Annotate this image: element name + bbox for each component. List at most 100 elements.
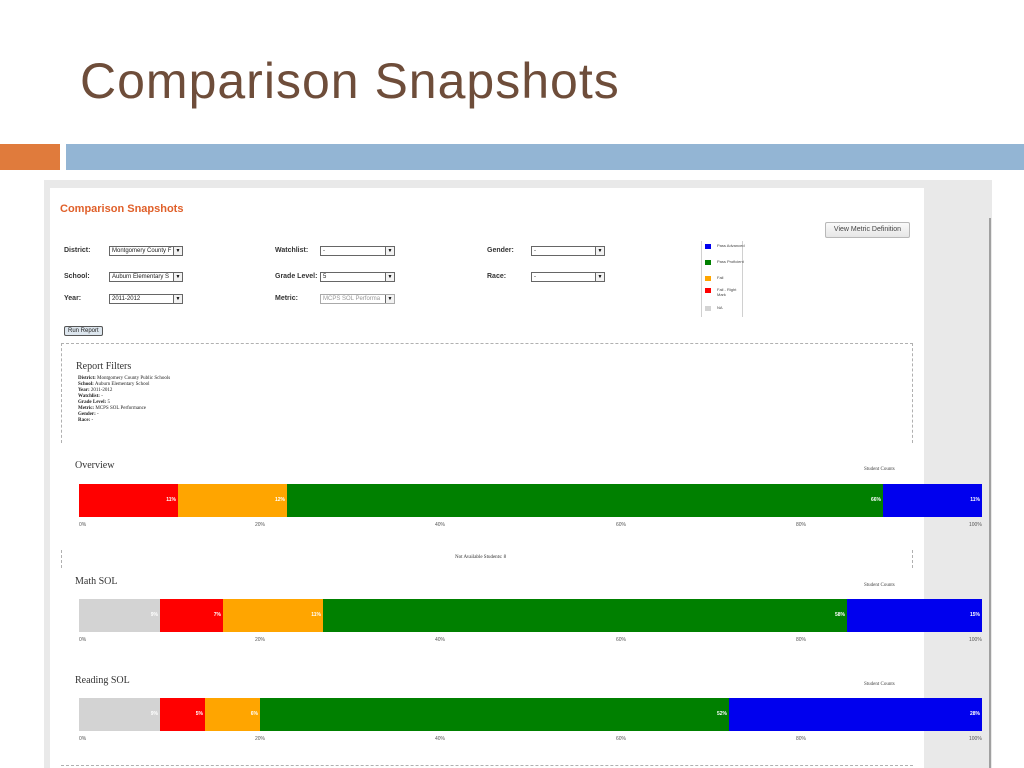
- app-heading: Comparison Snapshots: [60, 203, 184, 215]
- metric-select[interactable]: MCPS SOL Performa ▼: [320, 294, 395, 304]
- axis-tick-label: 100%: [969, 637, 982, 643]
- chevron-down-icon: ▼: [385, 295, 394, 303]
- chevron-down-icon: ▼: [173, 273, 182, 281]
- legend-label: Fail: [717, 275, 724, 280]
- district-value: Montgomery County F: [112, 248, 172, 254]
- bar-segment-label: 28%: [969, 711, 980, 717]
- view-metric-definition-button[interactable]: View Metric Definition: [825, 222, 910, 238]
- bar-segment-pass-proficient: 52%: [260, 698, 729, 731]
- chevron-down-icon: ▼: [385, 247, 394, 255]
- legend-swatch: [705, 276, 711, 281]
- run-report-button[interactable]: Run Report: [64, 326, 103, 336]
- chevron-down-icon: ▼: [385, 273, 394, 281]
- school-select[interactable]: Auburn Elementary S ▼: [109, 272, 183, 282]
- bar-segment-fail-right-mark: 11%: [79, 484, 178, 517]
- report-filters-title: Report Filters: [76, 361, 132, 372]
- bar-segment-fail-right-mark: 7%: [160, 599, 223, 632]
- gender-select[interactable]: - ▼: [531, 246, 605, 256]
- metric-value: MCPS SOL Performa: [323, 296, 381, 302]
- grade-level-value: 5: [323, 274, 327, 280]
- bar-segment-label: 52%: [716, 711, 727, 717]
- bar-segment-pass-advanced: 28%: [729, 698, 982, 731]
- legend: Pass Advanced Pass Proficient Fail Fail …: [701, 241, 745, 317]
- axis-tick-label: 40%: [435, 637, 446, 643]
- axis-tick-label: 0%: [79, 736, 87, 742]
- axis-tick-label: 0%: [79, 637, 87, 643]
- bar-segment-label: 15%: [969, 612, 980, 618]
- race-label: Race:: [487, 273, 507, 280]
- math-sol-axis: 0% 20% 40% 60% 80% 100%: [79, 637, 982, 645]
- report-filters-box: Report Filters District: Montgomery Coun…: [61, 343, 913, 443]
- report-filter-line: Gender: -: [78, 412, 99, 417]
- year-label: Year:: [64, 295, 82, 302]
- bar-segment-pass-advanced: 11%: [883, 484, 982, 517]
- axis-tick-label: 0%: [79, 522, 87, 528]
- chevron-down-icon: ▼: [595, 273, 604, 281]
- report-filter-line: School: Auburn Elementary School: [78, 382, 150, 387]
- accent-band-blue: [66, 144, 1024, 170]
- legend-swatch: [705, 288, 711, 293]
- chevron-down-icon: ▼: [173, 295, 182, 303]
- axis-tick-label: 100%: [969, 522, 982, 528]
- axis-tick-label: 60%: [616, 736, 627, 742]
- overview-title: Overview: [75, 460, 115, 471]
- slide-title: Comparison Snapshots: [80, 53, 620, 109]
- grade-level-label: Grade Level:: [275, 273, 318, 280]
- bar-segment-pass-proficient: 66%: [287, 484, 883, 517]
- report-filter-line: District: Montgomery County Public Schoo…: [78, 376, 171, 381]
- axis-tick-label: 20%: [255, 736, 266, 742]
- watchlist-select[interactable]: - ▼: [320, 246, 395, 256]
- grade-level-select[interactable]: 5 ▼: [320, 272, 395, 282]
- report-filter-line: Race: -: [78, 418, 94, 423]
- not-available-box: Not Available Students: 8: [61, 550, 913, 568]
- student-counts-link[interactable]: Student Counts: [864, 467, 895, 472]
- bar-segment-label: 58%: [834, 612, 845, 618]
- race-select[interactable]: - ▼: [531, 272, 605, 282]
- scrollbar-edge: [989, 218, 991, 768]
- math-sol-bar: 9% 7% 11% 58% 15%: [79, 599, 982, 632]
- legend-swatch: [705, 306, 711, 311]
- bar-segment-label: 9%: [150, 711, 158, 717]
- year-select[interactable]: 2011-2012 ▼: [109, 294, 183, 304]
- axis-tick-label: 40%: [435, 522, 446, 528]
- bar-segment-na: 9%: [79, 698, 160, 731]
- year-value: 2011-2012: [112, 296, 141, 302]
- reading-sol-axis: 0% 20% 40% 60% 80% 100%: [79, 736, 982, 744]
- bar-segment-label: 11%: [311, 612, 321, 618]
- divider: [61, 765, 913, 766]
- report-filter-line: Metric: MCPS SOL Performance: [78, 406, 147, 411]
- math-sol-title: Math SOL: [75, 576, 118, 587]
- chevron-down-icon: ▼: [595, 247, 604, 255]
- overview-axis: 0% 20% 40% 60% 80% 100%: [79, 522, 982, 530]
- bar-segment-label: 11%: [166, 497, 176, 503]
- bar-segment-fail: 12%: [178, 484, 287, 517]
- report-filter-line: Watchlist: -: [78, 394, 103, 399]
- axis-tick-label: 80%: [796, 637, 807, 643]
- bar-segment-label: 7%: [213, 612, 221, 618]
- metric-label: Metric:: [275, 295, 298, 302]
- not-available-students: Not Available Students: 8: [455, 555, 507, 560]
- bar-segment-fail: 11%: [223, 599, 323, 632]
- watchlist-label: Watchlist:: [275, 247, 309, 254]
- axis-tick-label: 100%: [969, 736, 982, 742]
- bar-segment-label: 5%: [195, 711, 203, 717]
- bar-segment-fail: 6%: [205, 698, 260, 731]
- gender-value: -: [534, 248, 536, 254]
- legend-label: Pass Advanced: [717, 243, 745, 248]
- axis-tick-label: 40%: [435, 736, 446, 742]
- legend-label: NA: [717, 305, 723, 310]
- student-counts-link[interactable]: Student Counts: [864, 682, 895, 687]
- bar-segment-label: 9%: [150, 612, 158, 618]
- app-panel: Comparison Snapshots View Metric Definit…: [50, 188, 982, 768]
- bar-segment-na: 9%: [79, 599, 160, 632]
- bar-segment-fail-right-mark: 5%: [160, 698, 205, 731]
- legend-label: Pass Proficient: [717, 259, 744, 264]
- reading-sol-title: Reading SOL: [75, 675, 130, 686]
- district-select[interactable]: Montgomery County F ▼: [109, 246, 183, 256]
- chevron-down-icon: ▼: [173, 247, 182, 255]
- report-filters-list: District: Montgomery County Public Schoo…: [78, 376, 170, 424]
- accent-band-orange: [0, 144, 60, 170]
- legend-label: Fail - Right Mark: [717, 287, 737, 297]
- student-counts-link[interactable]: Student Counts: [864, 583, 895, 588]
- reading-sol-bar: 9% 5% 6% 52% 28%: [79, 698, 982, 731]
